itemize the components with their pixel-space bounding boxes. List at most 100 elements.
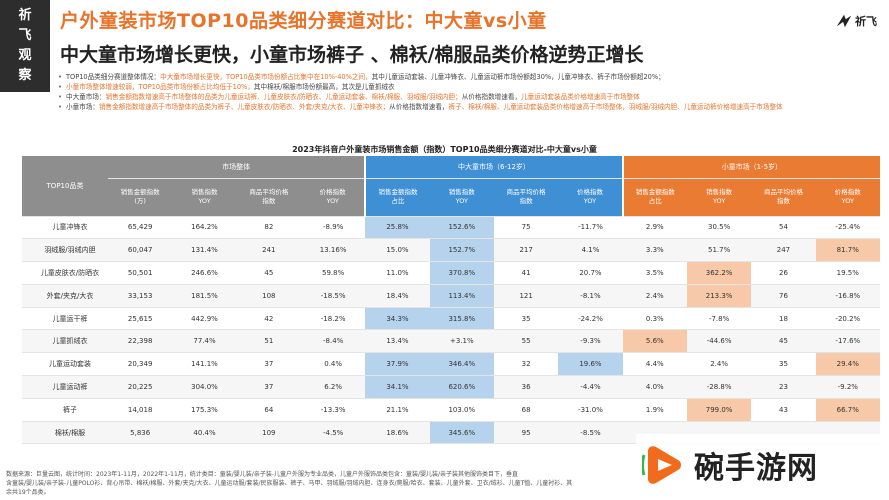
value-cell: 152.7% <box>429 238 494 263</box>
table-row: 儿童抓绒衣 22,398 77.4% 51 -8.4% 13.4% +3.1% 55 -9.3%… <box>22 329 880 354</box>
value-cell: -16.8% <box>815 284 880 308</box>
bullet-highlight: 小童市场整体增速较弱，TOP10品类市场份额占比均低于10%， <box>66 83 254 91</box>
table-row: 儿童冲锋衣 65,429 164.2% 82 -8.9% 25.8% 152.6% 75 -11… <box>22 216 880 240</box>
table-row: 儿童运干裤 25,615 442.9% 42 -18.2% 34.3% 315.8% 35 -2… <box>22 307 880 331</box>
column-header: 销售指数 YOY <box>686 178 752 217</box>
value-cell: 68 <box>493 398 559 422</box>
value-cell: 18.4% <box>365 284 430 308</box>
value-cell: 304.0% <box>172 375 237 399</box>
bullet-text: 其中儿童运动套装、儿童冲锋衣、儿童运动裤市场份额超30%，儿童冲锋衣、裤子市场份… <box>371 73 665 81</box>
value-cell: 5.6% <box>622 329 687 354</box>
value-cell: 18 <box>751 307 816 331</box>
value-cell: 2.4% <box>622 284 687 308</box>
value-cell: 59.8% <box>300 261 366 285</box>
column-header: 销售金额指数 (万) <box>108 178 173 217</box>
value-cell: 95 <box>493 421 559 445</box>
column-header: 价格指数 YOY <box>300 178 366 217</box>
column-header: 价格指数 YOY <box>558 178 623 217</box>
value-cell: 6.2% <box>300 375 366 399</box>
watermark-logo-icon <box>642 446 681 484</box>
value-cell: 66.7% <box>815 398 880 422</box>
value-cell: 40.4% <box>172 421 237 445</box>
value-cell: 345.6% <box>429 421 494 445</box>
value-cell: -24.2% <box>558 307 623 331</box>
value-cell: 181.5% <box>172 284 237 308</box>
value-cell: 799.0% <box>686 398 752 422</box>
value-cell: 108 <box>236 284 301 308</box>
watermark: 碗手游网 <box>636 434 882 496</box>
table-row: 羽绒服/羽绒内胆 60,047 131.4% 241 13.16% 15.0% 152.7%… <box>22 238 880 263</box>
source-footnote: 数据来源：巨量云图，统计时间：2023年1-11月，2022年1-11月，统计类… <box>6 470 646 497</box>
bullet-text: 小童市场： <box>66 103 99 111</box>
value-cell: -31.0% <box>558 398 623 422</box>
value-cell: 60,047 <box>108 238 173 263</box>
value-cell: 19.6% <box>558 352 623 377</box>
watermark-text: 碗手游网 <box>694 451 818 486</box>
value-cell: 213.3% <box>686 284 752 308</box>
value-cell: -8.9% <box>300 216 366 240</box>
value-cell: 51.7% <box>686 238 752 263</box>
value-cell: -8.1% <box>558 284 623 308</box>
value-cell: -18.2% <box>300 307 366 331</box>
category-cell: 羽绒服/羽绒内胆 <box>22 238 108 263</box>
value-cell: 4.1% <box>558 238 623 263</box>
column-header: 商品平均价格 指数 <box>751 178 816 217</box>
bullet-item: TOP10品类细分赛道整体情况：中大童市场增长更快，TOP10品类市场份额占比集… <box>58 72 878 82</box>
value-cell: 4.0% <box>622 375 687 399</box>
value-cell: 21.1% <box>365 398 430 422</box>
bullet-highlight: 中大童市场增长更快，TOP10品类市场份额占比集中在10%-40%之间， <box>160 73 372 81</box>
brand-name: 祈飞 <box>855 15 877 28</box>
value-cell: 131.4% <box>172 238 237 263</box>
value-cell: 109 <box>236 421 301 445</box>
logo-char: 祈 <box>18 8 32 23</box>
value-cell: -25.4% <box>815 216 880 240</box>
value-cell: 54 <box>751 216 816 240</box>
value-cell: 32 <box>493 352 559 377</box>
value-cell: 241 <box>236 238 301 263</box>
logo-char: 察 <box>18 68 32 83</box>
value-cell: 65,429 <box>108 216 173 240</box>
value-cell: 164.2% <box>172 216 237 240</box>
group-header-overall: 市场整体 <box>108 156 366 179</box>
table-row: 裤子 14,018 175.3% 64 -13.3% 21.1% 103.0% 68 -31.0… <box>22 398 880 422</box>
value-cell: 11.0% <box>365 261 430 285</box>
category-cell: 棉袄/棉服 <box>22 421 108 445</box>
bullet-item: 小童市场整体增速较弱，TOP10品类市场份额占比均低于10%，其中棉袄/棉服市场… <box>58 82 878 92</box>
value-cell: 55 <box>493 329 559 354</box>
value-cell: 5,836 <box>108 421 173 445</box>
value-cell: -11.7% <box>558 216 623 240</box>
column-header: 商品平均价格 指数 <box>493 178 559 217</box>
value-cell: -4.4% <box>558 375 623 399</box>
category-cell: 儿童运动套装 <box>22 352 108 377</box>
value-cell: 0.4% <box>300 352 366 377</box>
value-cell: 152.6% <box>429 216 494 240</box>
bullet-item: 小童市场：销售金额指数增速高于市场整体的品类为裤子、儿童皮肤衣/防晒衣、外套/夹… <box>58 102 878 112</box>
bullet-highlight: 裤子、棉袄/棉服、儿童运动套装品类价格增速高于市场整体，羽绒服/羽绒内胆、儿童运… <box>448 103 783 111</box>
value-cell: 121 <box>493 284 559 308</box>
value-cell: 370.8% <box>429 261 494 285</box>
column-header: 销售金额指数 占比 <box>621 178 687 217</box>
logo-char: 飞 <box>18 28 32 43</box>
table-row: 外套/夹克/大衣 33,153 181.5% 108 -18.5% 18.4% 113.4%… <box>22 284 880 308</box>
value-cell: 14,018 <box>108 398 173 422</box>
column-header: 商品平均价格 指数 <box>236 178 301 217</box>
value-cell: 50,501 <box>108 261 173 285</box>
value-cell: 34.3% <box>365 307 430 331</box>
value-cell: 3.3% <box>622 238 687 263</box>
table-row: 儿童皮肤衣/防晒衣 50,501 246.6% 45 59.8% 11.0% 370.8% 4… <box>22 261 880 285</box>
value-cell: 13.4% <box>365 329 430 354</box>
brand-logo-icon <box>836 14 852 28</box>
group-header-small: 小童市场（1-5岁） <box>621 156 880 179</box>
value-cell: 2.9% <box>622 216 687 240</box>
bullet-item: 中大童市场：销售金额指数增速高于市场整体的品类为儿童运动裤、儿童皮肤衣/防晒衣、… <box>58 92 878 102</box>
category-cell: 儿童运动裤 <box>22 375 108 399</box>
value-cell: 217 <box>493 238 559 263</box>
value-cell: 29.4% <box>815 352 880 377</box>
category-cell: 外套/夹克/大衣 <box>22 284 108 308</box>
value-cell: 113.4% <box>429 284 494 308</box>
value-cell: 26 <box>751 261 816 285</box>
value-cell: 20,349 <box>108 352 173 377</box>
category-cell: 儿童抓绒衣 <box>22 329 108 354</box>
value-cell: 35 <box>493 307 559 331</box>
value-cell: 77.4% <box>172 329 237 354</box>
